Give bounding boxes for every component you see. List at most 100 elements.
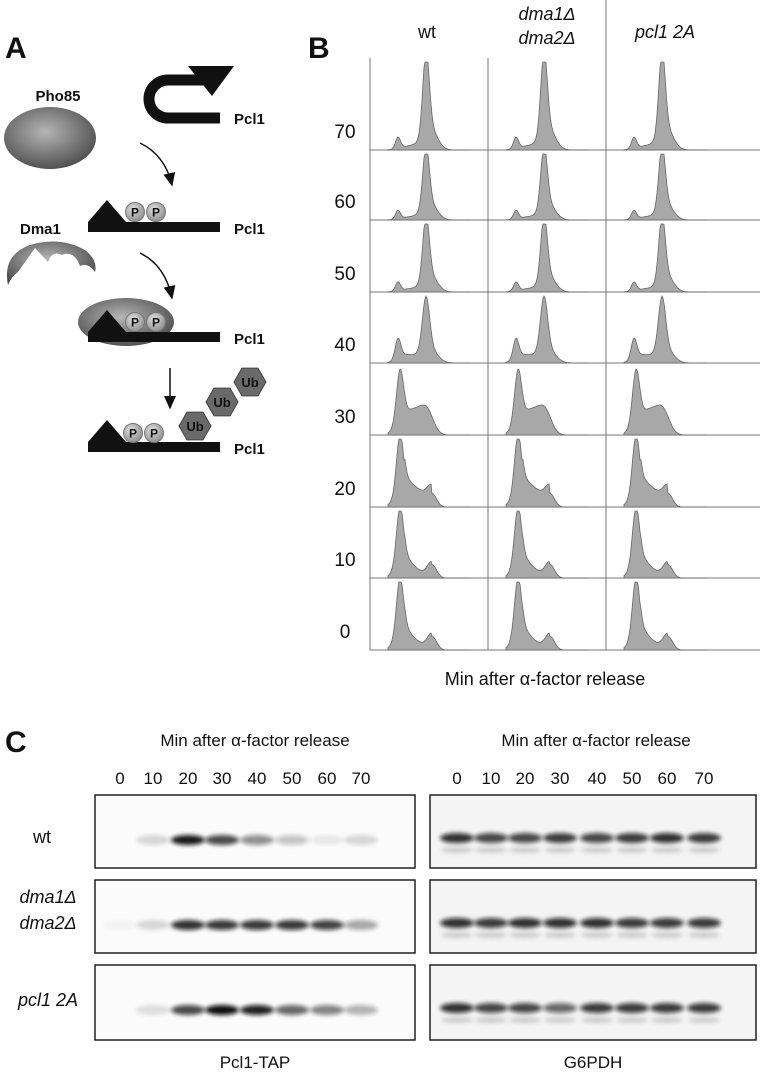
histogram [505, 223, 588, 293]
lane-label: 70 [352, 769, 371, 788]
lane-label: 20 [179, 769, 198, 788]
histogram [505, 153, 588, 221]
band [615, 833, 649, 843]
ubiquitin-label: Ub [213, 395, 230, 410]
histogram [505, 61, 588, 151]
lane-label: 10 [144, 769, 163, 788]
row-label: 70 [334, 122, 355, 143]
row-label: 50 [334, 264, 355, 285]
band-faint [651, 847, 683, 853]
blot-title: Min after α-factor release [160, 731, 349, 750]
histogram [387, 581, 470, 651]
band [474, 833, 508, 843]
phospho-label: P [152, 316, 160, 330]
histogram [505, 295, 588, 364]
histogram [623, 438, 706, 508]
column-header: pcl1 2A [634, 22, 695, 42]
histogram [623, 223, 706, 293]
band [136, 835, 170, 845]
band [580, 833, 614, 843]
column-header: dma2Δ [518, 28, 575, 48]
row-label: wt [32, 827, 51, 847]
band [543, 1003, 577, 1013]
band-faint [616, 847, 648, 853]
ubiquitin [233, 367, 267, 397]
blot-frame [429, 794, 757, 869]
band [440, 1003, 474, 1013]
lane-label: 70 [695, 769, 714, 788]
band-faint [441, 932, 473, 938]
lane-label: 0 [452, 769, 461, 788]
band [650, 833, 684, 843]
blot-frame [429, 964, 757, 1041]
histogram [505, 510, 588, 579]
band-faint [509, 932, 541, 938]
band [580, 918, 614, 928]
histogram [387, 153, 470, 221]
band-faint [688, 1017, 720, 1023]
ubiquitin-label: Ub [186, 419, 203, 434]
band-faint [581, 1017, 613, 1023]
band-faint [475, 1017, 507, 1023]
lane-label: 10 [482, 769, 501, 788]
histogram [623, 368, 706, 436]
band [240, 835, 274, 845]
blot-title: Min after α-factor release [501, 731, 690, 750]
column-header: dma1Δ [518, 4, 575, 24]
band [474, 1003, 508, 1013]
lane-label: 30 [213, 769, 232, 788]
histogram [387, 510, 470, 579]
band-faint [509, 847, 541, 853]
row-label: dma1Δ [19, 887, 76, 907]
band [474, 918, 508, 928]
band [136, 1005, 170, 1015]
band [580, 1003, 614, 1013]
band [615, 918, 649, 928]
band-faint [544, 847, 576, 853]
phospho-label: P [131, 316, 139, 330]
band [508, 1003, 542, 1013]
histogram [387, 368, 470, 436]
band-faint [651, 1017, 683, 1023]
histogram [387, 295, 470, 364]
band [171, 835, 205, 845]
ubiquitin-label: Ub [241, 375, 258, 390]
ubiquitin [205, 387, 239, 417]
band [136, 920, 170, 930]
band-faint [544, 1017, 576, 1023]
blot-frame [94, 964, 416, 1041]
histogram [623, 153, 706, 221]
phospho-group [125, 202, 145, 222]
lane-label: 60 [318, 769, 337, 788]
blot-frame [94, 794, 416, 869]
band [543, 833, 577, 843]
substrate-label: Pcl1 [234, 441, 265, 458]
histogram [623, 295, 706, 364]
panel-a-shapes [4, 66, 234, 452]
band [205, 835, 239, 845]
band-faint [651, 932, 683, 938]
phospho-group [144, 423, 164, 443]
band [310, 1005, 344, 1015]
histogram [623, 61, 706, 151]
band-faint [475, 932, 507, 938]
histogram [623, 581, 706, 651]
lane-label: 20 [516, 769, 535, 788]
lane-label: 60 [658, 769, 677, 788]
phospho-group [146, 202, 166, 222]
histogram-grid [369, 0, 607, 650]
row-label: 40 [334, 335, 355, 356]
band [275, 835, 309, 845]
band [310, 920, 344, 930]
band [650, 1003, 684, 1013]
band-faint [581, 847, 613, 853]
phospho-group [125, 312, 145, 332]
band-faint [544, 932, 576, 938]
band-faint [688, 847, 720, 853]
band-faint [581, 932, 613, 938]
substrate-label: Pcl1 [234, 221, 265, 238]
row-label: 20 [334, 479, 355, 500]
substrate-label: Pcl1 [234, 111, 265, 128]
band [508, 918, 542, 928]
